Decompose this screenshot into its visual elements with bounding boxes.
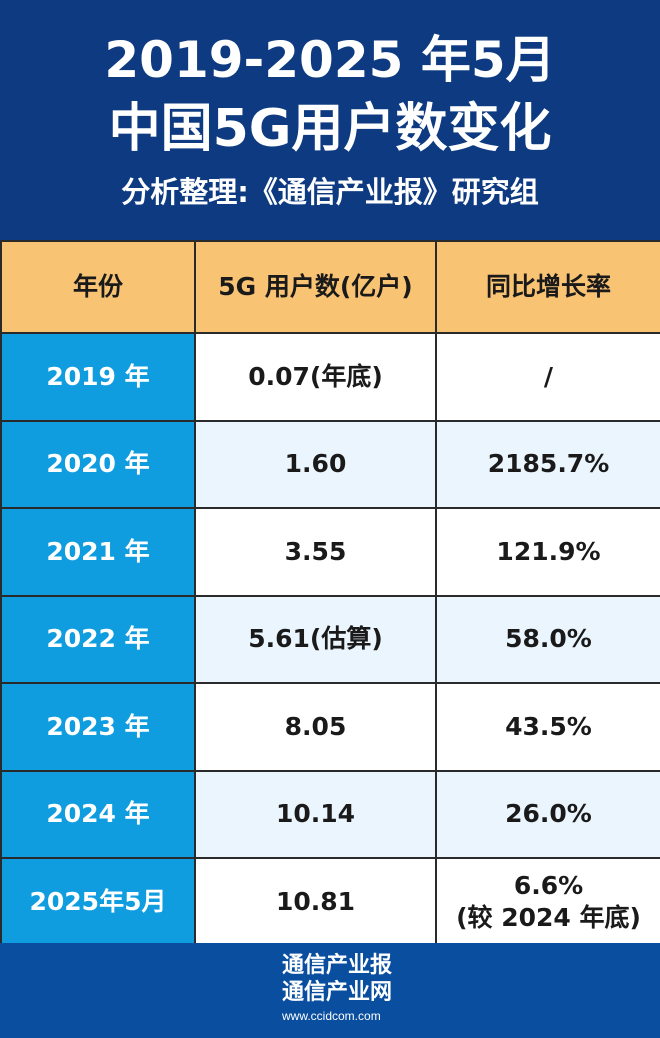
table-row: 2019 年 0.07(年底) / (0, 332, 660, 422)
users-cell: 8.05 (194, 682, 437, 772)
users-cell: 10.81 (194, 857, 437, 947)
year-cell: 2024 年 (0, 769, 196, 859)
growth-cell: / (435, 332, 660, 422)
year-cell: 2025年5月 (0, 857, 196, 947)
year-cell: 2019 年 (0, 332, 196, 422)
year-cell: 2020 年 (0, 419, 196, 509)
footer-logo-line-2: 通信产业网 (282, 980, 393, 1005)
subtitle: 分析整理:《通信产业报》研究组 (121, 175, 539, 209)
growth-cell: 121.9% (435, 507, 660, 597)
users-cell: 3.55 (194, 507, 437, 597)
table-row: 2020 年 1.60 2185.7% (0, 419, 660, 509)
growth-cell: 26.0% (435, 769, 660, 859)
users-cell: 1.60 (194, 419, 437, 509)
year-cell: 2021 年 (0, 507, 196, 597)
column-header: 同比增长率 (435, 240, 660, 334)
table-header-row: 年份 5G 用户数(亿户) 同比增长率 (0, 240, 660, 334)
footer: 通信产业报 通信产业网 www.ccidcom.com (0, 943, 660, 1038)
growth-cell: 2185.7% (435, 419, 660, 509)
data-table: 年份 5G 用户数(亿户) 同比增长率 2019 年 0.07(年底)/2020 … (0, 240, 660, 947)
table-row: 2022 年 5.61(估算) 58.0% (0, 594, 660, 684)
table-row: 2024 年 10.14 26.0% (0, 769, 660, 859)
users-cell: 10.14 (194, 769, 437, 859)
title-line-2: 中国5G用户数变化 (108, 99, 552, 159)
title-banner: 2019-2025 年5月 中国5G用户数变化 分析整理:《通信产业报》研究组 (0, 0, 660, 240)
table-row: 2025年5月 10.81 6.6% (较 2024 年底) (0, 857, 660, 947)
table-row: 2021 年 3.55 121.9% (0, 507, 660, 597)
users-cell: 5.61(估算) (194, 594, 437, 684)
growth-cell: 58.0% (435, 594, 660, 684)
column-header: 年份 (0, 240, 196, 334)
users-cell: 0.07(年底) (194, 332, 437, 422)
year-cell: 2023 年 (0, 682, 196, 772)
footer-url: www.ccidcom.com (282, 1009, 381, 1023)
footer-logo-line-1: 通信产业报 (282, 953, 393, 978)
growth-cell: 43.5% (435, 682, 660, 772)
year-cell: 2022 年 (0, 594, 196, 684)
column-header: 5G 用户数(亿户) (194, 240, 437, 334)
table-row: 2023 年 8.05 43.5% (0, 682, 660, 772)
growth-cell: 6.6% (较 2024 年底) (435, 857, 660, 947)
title-line-1: 2019-2025 年5月 (104, 31, 556, 89)
